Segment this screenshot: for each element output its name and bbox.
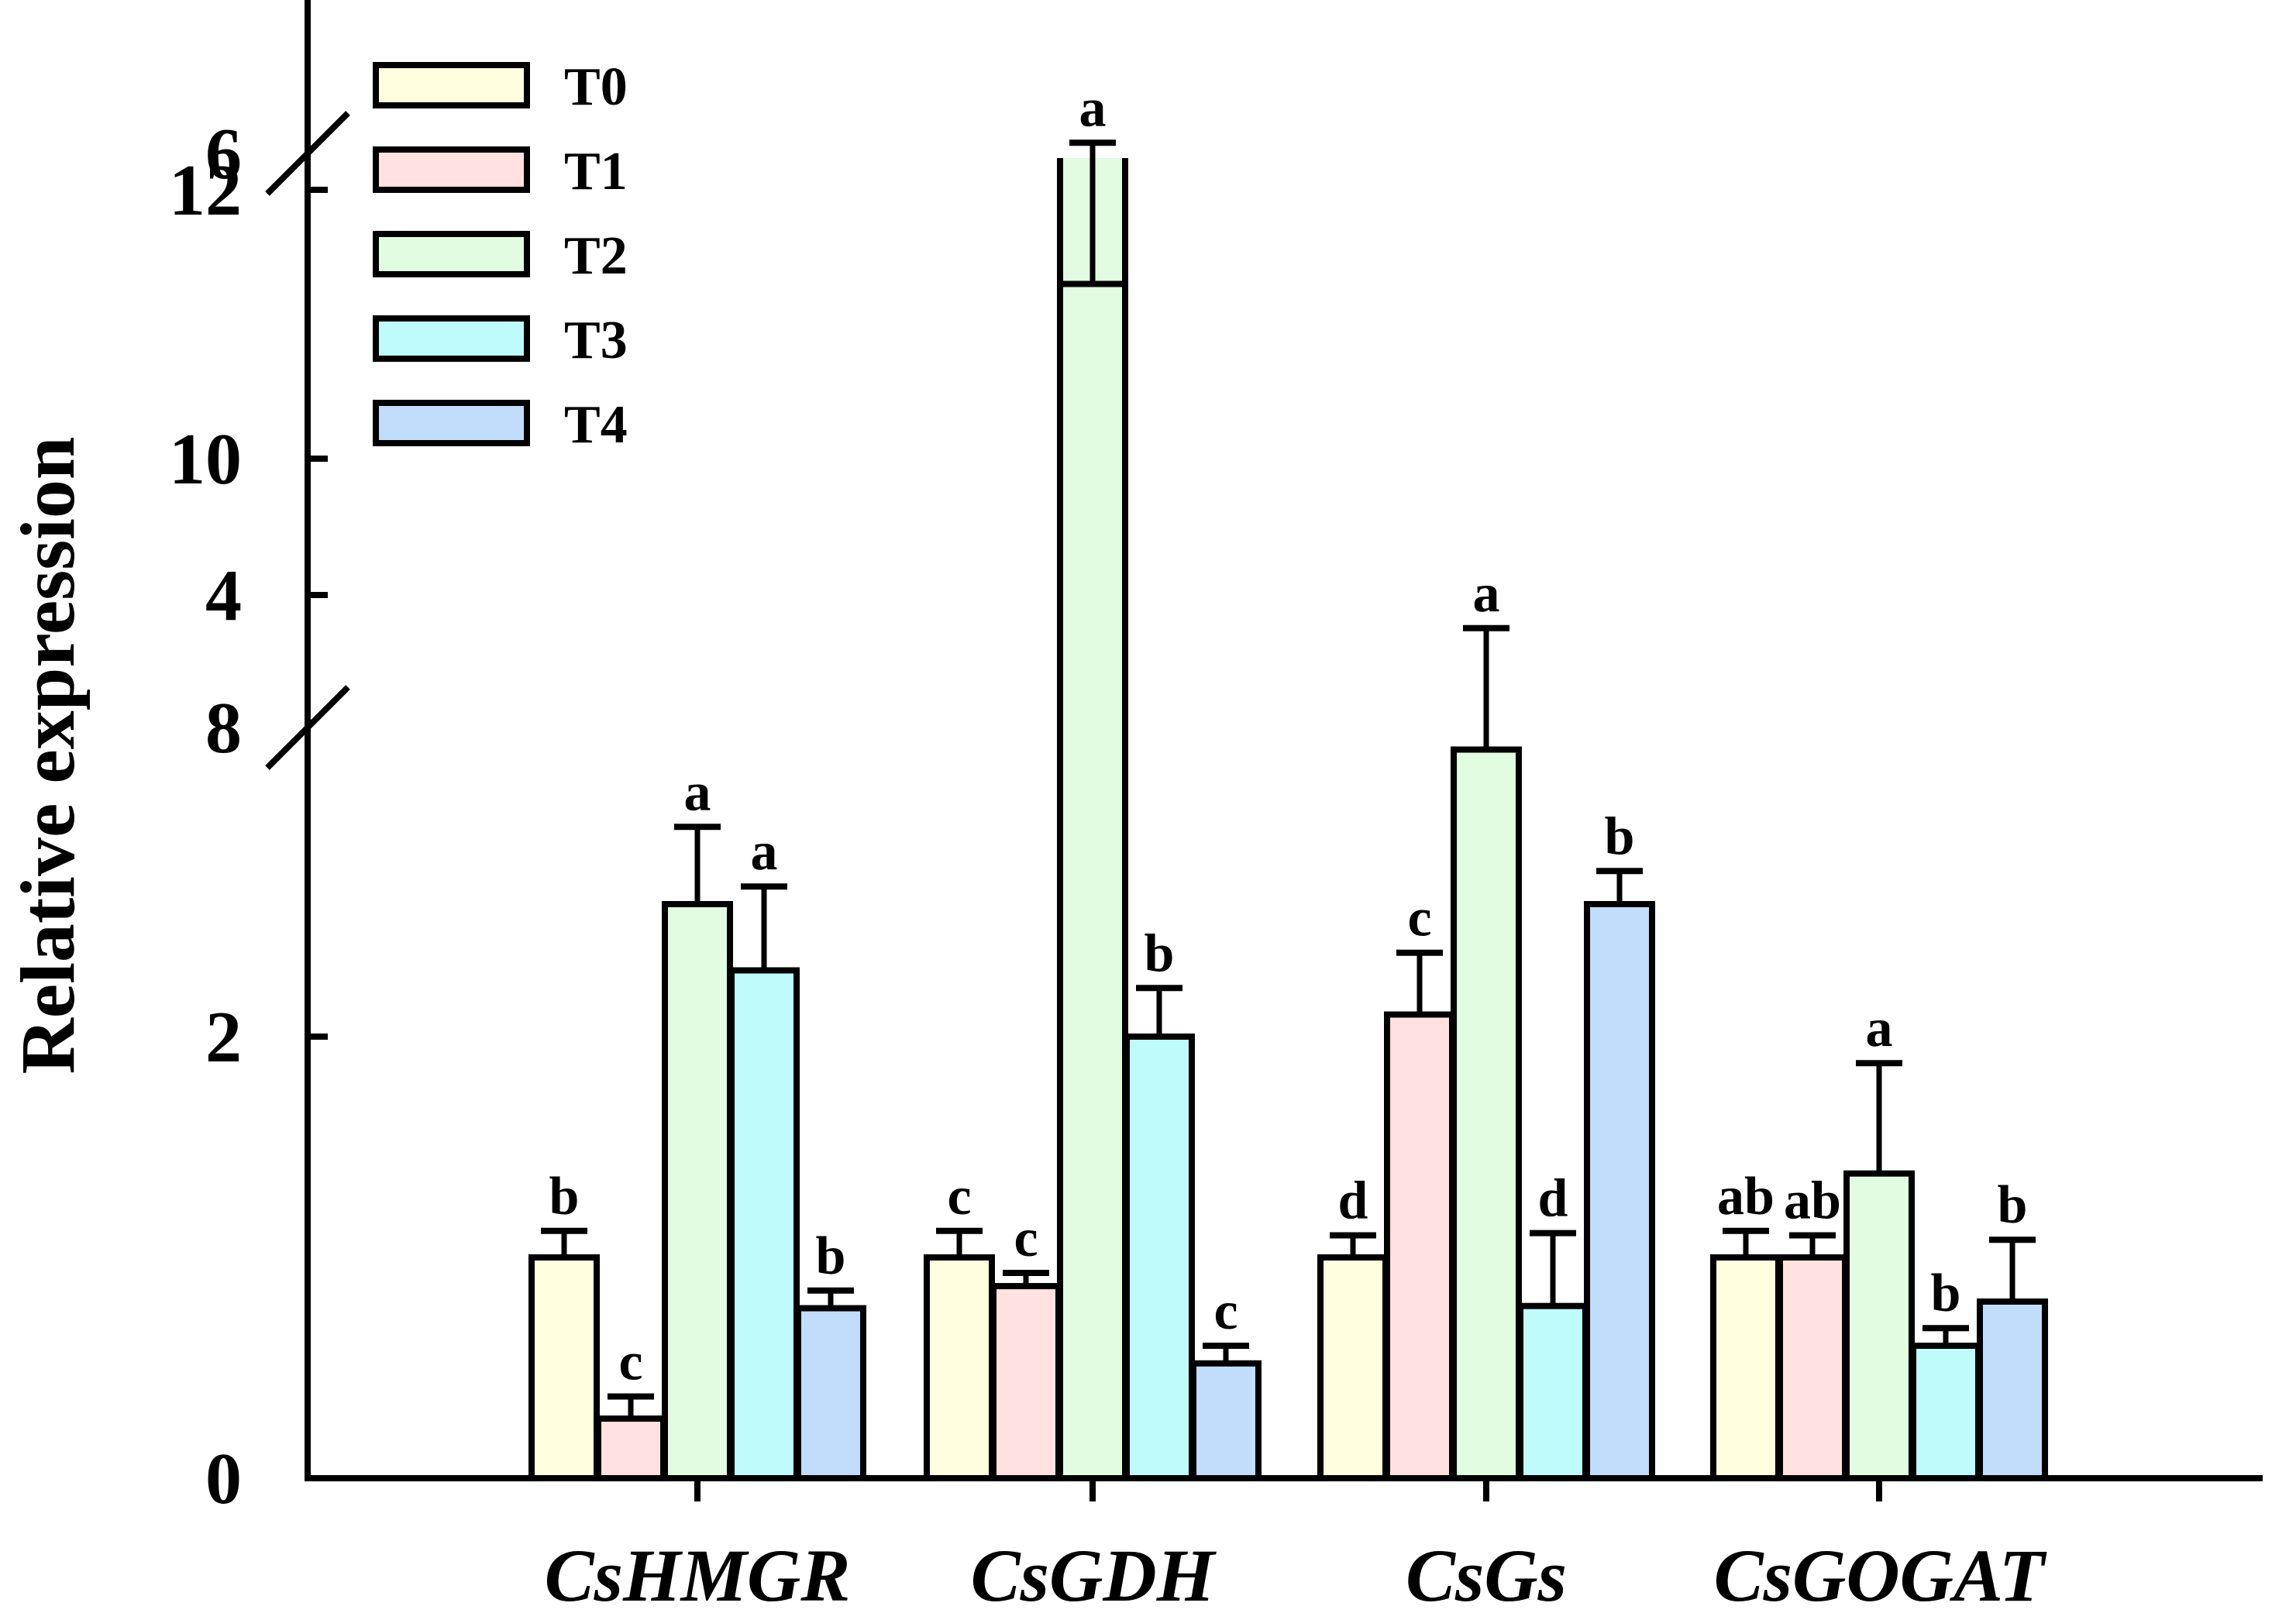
legend-label-t3: T3	[564, 311, 628, 370]
legend-swatch-t4	[373, 400, 530, 446]
sig-label-csgs-t2: a	[1473, 564, 1500, 624]
sig-label-csgdh-t4: c	[1213, 1281, 1237, 1341]
axis-break-mark-upper	[265, 685, 350, 770]
sig-label-csgogat-t2: a	[1866, 999, 1893, 1058]
y-tick-label-8: 8	[205, 688, 242, 769]
sig-label-csgdh-t1: c	[1014, 1209, 1038, 1268]
y-tick-label-6: 6	[205, 114, 242, 194]
bar-cshmgr-t1	[595, 1415, 666, 1482]
sig-label-csgogat-t4: b	[1998, 1175, 2028, 1235]
y-tick-label-10: 10	[169, 419, 242, 500]
bar-csgs-t4	[1584, 901, 1655, 1481]
legend: T0 T1 T2 T3 T4	[373, 57, 628, 455]
sig-label-csgs-t0: d	[1338, 1171, 1368, 1231]
sig-label-cshmgr-t0: b	[549, 1167, 580, 1226]
sig-label-cshmgr-t1: c	[618, 1333, 642, 1392]
legend-swatch-t2	[373, 231, 530, 277]
bar-csgs-t2	[1451, 746, 1522, 1481]
legend-swatch-t3	[373, 315, 530, 362]
bar-csgogat-t4	[1977, 1298, 2048, 1481]
bar-csgdh-t1	[990, 1283, 1062, 1482]
sig-label-csgs-t4: b	[1605, 807, 1635, 866]
y-axis-title: Relative expression	[5, 436, 91, 1074]
bar-cshmgr-t0	[528, 1254, 600, 1481]
legend-label-t2: T2	[564, 226, 628, 286]
legend-swatch-t1	[373, 146, 530, 193]
bar-csgogat-t1	[1777, 1254, 1848, 1481]
bar-csgogat-t0	[1710, 1254, 1781, 1481]
axes-layer: 024681012141618CsHMGRCsGDHCsGsCsGOGATRel…	[5, 0, 2263, 1617]
legend-label-t0: T0	[564, 57, 628, 117]
x-category-label-cshmgr: CsHMGR	[545, 1534, 851, 1617]
sig-label-csgdh-t2: a	[1079, 78, 1107, 138]
bar-cshmgr-t4	[795, 1305, 866, 1482]
sig-label-csgogat-t3: b	[1931, 1264, 1961, 1323]
bar-csgs-t1	[1384, 1011, 1455, 1481]
bar-csgogat-t2	[1843, 1170, 1915, 1481]
bar-csgogat-t3	[1910, 1343, 1981, 1481]
bar-csgs-t0	[1317, 1254, 1389, 1481]
bars-layer	[528, 139, 2048, 1482]
x-category-label-csgogat: CsGOGAT	[1714, 1534, 2047, 1617]
sig-label-cshmgr-t3: a	[751, 822, 778, 882]
y-tick-label-0: 0	[205, 1439, 242, 1519]
bar-csgdh-t3	[1124, 1034, 1195, 1481]
sig-label-cshmgr-t2: a	[684, 762, 711, 822]
x-category-label-csgdh: CsGDH	[971, 1534, 1217, 1617]
sig-label-csgs-t3: d	[1538, 1169, 1568, 1229]
sig-label-csgogat-t0: ab	[1717, 1167, 1774, 1226]
sig-label-cshmgr-t4: b	[816, 1226, 846, 1286]
sig-label-csgdh-t3: b	[1145, 924, 1175, 983]
bar-cshmgr-t2	[662, 901, 733, 1481]
bar-cshmgr-t3	[728, 967, 800, 1481]
sig-label-csgs-t1: c	[1407, 889, 1431, 948]
bar-csgdh-t0	[924, 1254, 995, 1481]
bar-csgdh-t2-upper-fill	[1060, 284, 1125, 724]
legend-swatch-t0	[373, 62, 530, 108]
y-tick-label-2: 2	[205, 997, 242, 1078]
legend-label-t1: T1	[564, 142, 628, 201]
bar-csgs-t3	[1517, 1302, 1589, 1481]
bar-csgdh-t4	[1190, 1360, 1262, 1482]
sig-label-csgogat-t1: ab	[1784, 1171, 1841, 1231]
axis-break-mark-lower	[265, 111, 350, 196]
x-category-label-csgs: CsGs	[1406, 1534, 1567, 1617]
y-tick-label-4: 4	[205, 555, 242, 636]
y-tick-label-12: 12	[169, 150, 242, 231]
legend-label-t4: T4	[564, 395, 628, 455]
sig-label-csgdh-t0: c	[947, 1167, 971, 1226]
